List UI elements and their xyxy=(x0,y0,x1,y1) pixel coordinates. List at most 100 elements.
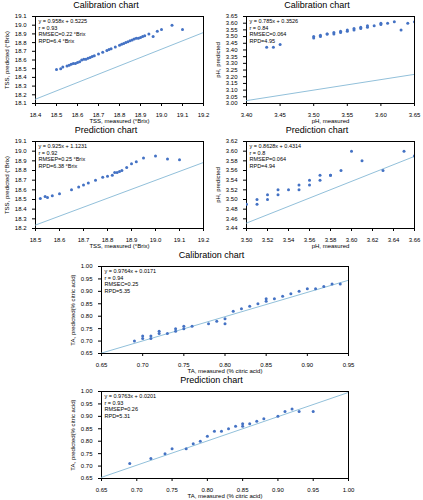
svg-text:18.5: 18.5 xyxy=(29,237,41,243)
svg-text:TSS, predicted (°Brix): TSS, predicted (°Brix) xyxy=(3,31,9,89)
svg-text:TA, measured (% citric acid): TA, measured (% citric acid) xyxy=(187,493,262,499)
svg-text:0.65: 0.65 xyxy=(80,475,92,481)
svg-text:3.44: 3.44 xyxy=(225,225,237,231)
svg-text:0.70: 0.70 xyxy=(80,463,92,469)
svg-text:y = 0.9764x + 0.0171r = 0.94RM: y = 0.9764x + 0.0171r = 0.94RMSEC=0.25RP… xyxy=(104,268,156,294)
svg-text:3.46: 3.46 xyxy=(225,216,237,222)
svg-text:18.4: 18.4 xyxy=(14,206,26,212)
svg-text:0.90: 0.90 xyxy=(80,288,92,294)
svg-text:pH, predicted: pH, predicted xyxy=(214,167,220,203)
svg-text:3.10: 3.10 xyxy=(225,87,237,93)
svg-text:19.2: 19.2 xyxy=(197,112,209,118)
svg-text:0.80: 0.80 xyxy=(80,313,92,319)
svg-text:3.54: 3.54 xyxy=(225,177,237,183)
svg-text:18.8: 18.8 xyxy=(14,40,26,46)
svg-text:0.75: 0.75 xyxy=(166,487,178,493)
svg-text:18.5: 18.5 xyxy=(50,112,62,118)
svg-text:y = 0.785x + 0.3526r = 0.84RMS: y = 0.785x + 0.3526r = 0.84RMSEC=0.064RP… xyxy=(249,18,298,44)
svg-text:3.48: 3.48 xyxy=(225,206,237,212)
svg-text:3.50: 3.50 xyxy=(225,33,237,39)
svg-text:18.6: 18.6 xyxy=(71,112,83,118)
svg-text:3.40: 3.40 xyxy=(240,112,252,118)
svg-text:3.55: 3.55 xyxy=(225,27,237,33)
svg-text:0.65: 0.65 xyxy=(95,362,107,368)
svg-text:0.95: 0.95 xyxy=(307,487,319,493)
svg-text:0.85: 0.85 xyxy=(80,426,92,432)
svg-text:3.64: 3.64 xyxy=(387,237,399,243)
svg-text:18.8: 18.8 xyxy=(14,167,26,173)
svg-text:18.4: 18.4 xyxy=(14,74,26,80)
svg-text:18.7: 18.7 xyxy=(77,237,89,243)
svg-text:19.0: 19.0 xyxy=(155,112,167,118)
svg-text:3.50: 3.50 xyxy=(240,237,252,243)
svg-text:18.7: 18.7 xyxy=(14,177,26,183)
svg-text:18.6: 18.6 xyxy=(14,187,26,193)
svg-text:0.70: 0.70 xyxy=(80,338,92,344)
svg-text:0.70: 0.70 xyxy=(130,487,142,493)
svg-text:0.65: 0.65 xyxy=(95,487,107,493)
svg-text:0.90: 0.90 xyxy=(272,487,284,493)
svg-text:19.1: 19.1 xyxy=(176,112,188,118)
svg-text:18.9: 18.9 xyxy=(14,158,26,164)
svg-text:TSS, measured (°Brix): TSS, measured (°Brix) xyxy=(89,243,149,249)
svg-text:3.25: 3.25 xyxy=(225,67,237,73)
svg-text:0.75: 0.75 xyxy=(80,451,92,457)
svg-text:3.52: 3.52 xyxy=(225,187,237,193)
svg-text:3.58: 3.58 xyxy=(225,158,237,164)
svg-text:y = 0.8628x + 0.4314r = 0.8RMS: y = 0.8628x + 0.4314r = 0.8RMSEP=0.064RP… xyxy=(249,143,301,169)
svg-text:3.62: 3.62 xyxy=(225,138,237,144)
svg-text:3.65: 3.65 xyxy=(225,13,237,19)
svg-text:3.45: 3.45 xyxy=(274,112,286,118)
svg-text:18.3: 18.3 xyxy=(14,216,26,222)
svg-text:3.54: 3.54 xyxy=(282,237,294,243)
svg-text:TA, predicted(% citric acid): TA, predicted(% citric acid) xyxy=(69,399,75,470)
svg-text:3.60: 3.60 xyxy=(225,20,237,26)
svg-text:18.5: 18.5 xyxy=(14,196,26,202)
svg-text:0.95: 0.95 xyxy=(80,276,92,282)
svg-text:19.2: 19.2 xyxy=(197,237,209,243)
svg-text:18.7: 18.7 xyxy=(14,48,26,54)
svg-text:3.20: 3.20 xyxy=(225,74,237,80)
svg-text:pH, measured: pH, measured xyxy=(311,243,349,249)
svg-text:19.0: 19.0 xyxy=(149,237,161,243)
svg-text:0.75: 0.75 xyxy=(80,326,92,332)
svg-text:3.15: 3.15 xyxy=(225,80,237,86)
svg-text:1.00: 1.00 xyxy=(80,263,92,269)
svg-text:18.5: 18.5 xyxy=(14,66,26,72)
svg-text:3.40: 3.40 xyxy=(225,47,237,53)
svg-text:0.95: 0.95 xyxy=(80,401,92,407)
svg-text:y = 0.925x + 1.1231r = 0.92RMS: y = 0.925x + 1.1231r = 0.92RMSEP=0.25 °B… xyxy=(38,143,87,169)
svg-text:18.2: 18.2 xyxy=(14,92,26,98)
svg-text:3.65: 3.65 xyxy=(408,112,420,118)
svg-text:y = 0.9763x + 0.0201r = 0.93RM: y = 0.9763x + 0.0201r = 0.93RMSEP=0.26RP… xyxy=(104,393,156,419)
svg-text:18.9: 18.9 xyxy=(14,31,26,37)
svg-text:0.80: 0.80 xyxy=(80,438,92,444)
svg-text:3.50: 3.50 xyxy=(225,196,237,202)
svg-text:0.85: 0.85 xyxy=(80,301,92,307)
svg-text:19.1: 19.1 xyxy=(14,13,26,19)
svg-text:19.1: 19.1 xyxy=(173,237,185,243)
svg-text:pH, measured: pH, measured xyxy=(311,118,349,124)
svg-text:18.4: 18.4 xyxy=(29,112,41,118)
svg-text:3.66: 3.66 xyxy=(408,237,420,243)
svg-text:18.6: 18.6 xyxy=(53,237,65,243)
svg-text:3.00: 3.00 xyxy=(225,100,237,106)
svg-text:3.60: 3.60 xyxy=(375,112,387,118)
svg-text:19.0: 19.0 xyxy=(14,148,26,154)
svg-text:3.05: 3.05 xyxy=(225,94,237,100)
svg-text:19.0: 19.0 xyxy=(14,22,26,28)
svg-text:19.1: 19.1 xyxy=(14,138,26,144)
svg-text:0.65: 0.65 xyxy=(80,350,92,356)
svg-text:1.00: 1.00 xyxy=(80,388,92,394)
svg-text:18.3: 18.3 xyxy=(14,83,26,89)
svg-text:3.56: 3.56 xyxy=(225,167,237,173)
svg-text:3.52: 3.52 xyxy=(261,237,273,243)
svg-text:TSS, predicted (°Brix): TSS, predicted (°Brix) xyxy=(3,156,9,214)
svg-text:y = 0.958x + 0.5225r = 0.93RMS: y = 0.958x + 0.5225r = 0.93RMSEC=0.22 °B… xyxy=(38,18,87,44)
svg-text:0.90: 0.90 xyxy=(80,413,92,419)
svg-text:18.2: 18.2 xyxy=(14,225,26,231)
svg-text:0.95: 0.95 xyxy=(342,362,354,368)
svg-text:TA, predicted(% citric acid): TA, predicted(% citric acid) xyxy=(69,274,75,345)
svg-text:0.70: 0.70 xyxy=(136,362,148,368)
svg-text:3.45: 3.45 xyxy=(225,40,237,46)
